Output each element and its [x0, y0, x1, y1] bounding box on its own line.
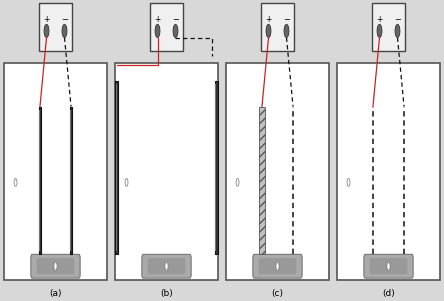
Circle shape	[236, 178, 239, 186]
Circle shape	[276, 262, 279, 270]
FancyBboxPatch shape	[226, 63, 329, 280]
FancyBboxPatch shape	[142, 254, 191, 278]
Text: −: −	[61, 15, 68, 24]
FancyBboxPatch shape	[337, 63, 440, 280]
Circle shape	[173, 24, 178, 38]
Circle shape	[387, 262, 390, 270]
Circle shape	[165, 262, 168, 270]
Circle shape	[125, 178, 128, 186]
Bar	[70, 110, 71, 251]
Bar	[259, 107, 265, 254]
Text: +: +	[266, 15, 272, 24]
Circle shape	[266, 24, 271, 38]
Bar	[115, 81, 118, 254]
Circle shape	[54, 262, 57, 270]
Circle shape	[347, 178, 350, 186]
Text: (b): (b)	[160, 289, 173, 298]
Bar	[39, 110, 40, 251]
FancyBboxPatch shape	[259, 259, 296, 274]
FancyBboxPatch shape	[261, 3, 294, 51]
Circle shape	[14, 178, 17, 186]
Text: (d): (d)	[382, 289, 395, 298]
Text: +: +	[44, 15, 50, 24]
Circle shape	[44, 24, 49, 38]
Circle shape	[377, 24, 382, 38]
FancyBboxPatch shape	[148, 259, 185, 274]
FancyBboxPatch shape	[39, 3, 72, 51]
Text: (c): (c)	[271, 289, 284, 298]
Text: −: −	[394, 15, 401, 24]
Text: −: −	[283, 15, 290, 24]
Circle shape	[62, 24, 67, 38]
Bar	[116, 84, 117, 251]
FancyBboxPatch shape	[364, 254, 413, 278]
Bar	[70, 107, 72, 254]
FancyBboxPatch shape	[37, 259, 74, 274]
Circle shape	[395, 24, 400, 38]
FancyBboxPatch shape	[115, 63, 218, 280]
Bar	[215, 84, 216, 251]
Text: +: +	[377, 15, 383, 24]
FancyBboxPatch shape	[253, 254, 302, 278]
FancyBboxPatch shape	[370, 259, 407, 274]
FancyBboxPatch shape	[4, 63, 107, 280]
Circle shape	[155, 24, 160, 38]
FancyBboxPatch shape	[31, 254, 80, 278]
Bar	[215, 81, 218, 254]
FancyBboxPatch shape	[372, 3, 405, 51]
FancyBboxPatch shape	[150, 3, 183, 51]
Text: +: +	[155, 15, 161, 24]
Circle shape	[284, 24, 289, 38]
Bar	[39, 107, 41, 254]
Text: (a): (a)	[49, 289, 62, 298]
Text: −: −	[172, 15, 179, 24]
